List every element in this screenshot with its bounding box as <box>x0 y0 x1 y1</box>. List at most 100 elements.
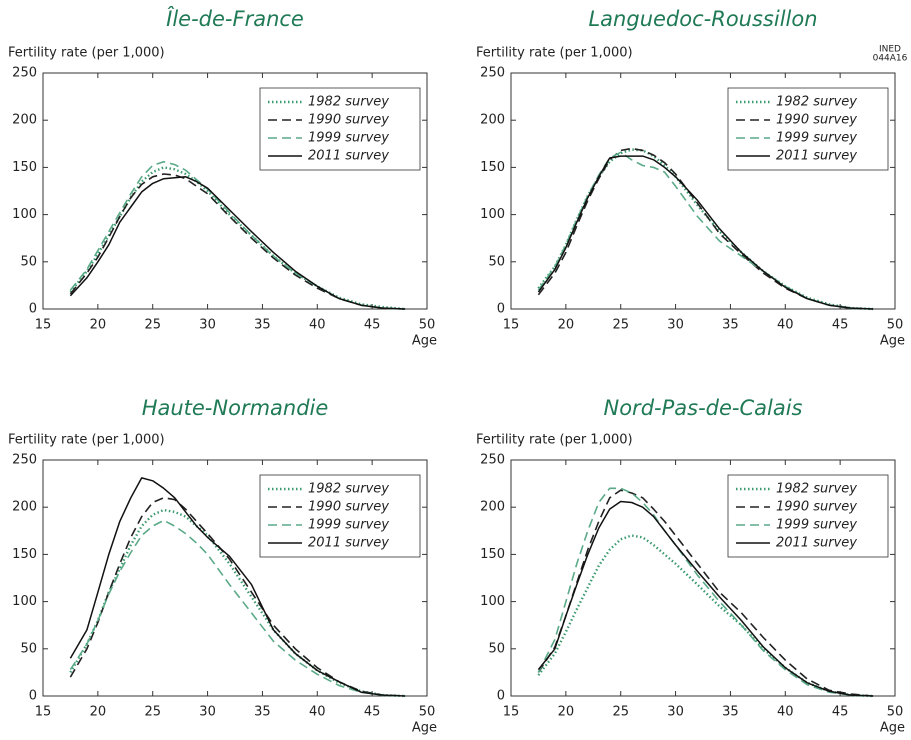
series-line <box>69 166 406 311</box>
series-line <box>537 147 874 310</box>
x-tick-label: 15 <box>35 705 52 720</box>
legend-label: 1999 survey <box>776 518 857 533</box>
legend-label: 1982 survey <box>308 95 389 110</box>
y-axis-label: Fertility rate (per 1,000) <box>8 46 165 61</box>
legend-label: 2011 survey <box>308 536 389 551</box>
y-tick-label: 0 <box>497 302 505 317</box>
y-tick-label: 200 <box>12 113 37 128</box>
y-tick-label: 100 <box>480 207 505 222</box>
x-tick-label: 15 <box>35 318 52 333</box>
y-tick-label: 200 <box>12 500 37 515</box>
x-tick-label: 20 <box>558 318 575 333</box>
legend-label: 1982 survey <box>308 482 389 497</box>
y-tick-label: 50 <box>488 254 505 269</box>
y-tick-label: 250 <box>480 453 505 468</box>
x-tick-label: 35 <box>254 318 271 333</box>
x-tick-label: 40 <box>309 705 326 720</box>
y-tick-label: 100 <box>480 594 505 609</box>
x-tick-label: 20 <box>558 705 575 720</box>
x-tick-label: 50 <box>887 318 904 333</box>
x-tick-label: 20 <box>90 705 107 720</box>
x-axis-label: Age <box>412 334 437 349</box>
x-tick-label: 30 <box>667 705 684 720</box>
series-line <box>537 487 874 697</box>
x-tick-label: 15 <box>503 705 520 720</box>
series-line <box>69 508 406 698</box>
y-tick-label: 50 <box>20 254 37 269</box>
legend-label: 1999 survey <box>776 131 857 146</box>
y-tick-label: 250 <box>480 66 505 81</box>
y-tick-label: 0 <box>29 302 37 317</box>
x-tick-label: 40 <box>309 318 326 333</box>
series-line <box>69 497 406 697</box>
x-tick-label: 25 <box>144 705 161 720</box>
series-line <box>69 160 406 310</box>
x-tick-label: 30 <box>199 705 216 720</box>
chart-title: Languedoc-Roussillon <box>588 7 817 31</box>
y-tick-label: 0 <box>497 689 505 704</box>
y-tick-label: 150 <box>480 547 505 562</box>
x-tick-label: 15 <box>503 318 520 333</box>
series-line <box>537 500 874 697</box>
x-tick-label: 50 <box>419 705 436 720</box>
x-tick-label: 25 <box>612 318 629 333</box>
y-axis-label: Fertility rate (per 1,000) <box>476 46 633 61</box>
x-tick-label: 45 <box>832 705 849 720</box>
y-tick-label: 100 <box>12 594 37 609</box>
series-line <box>69 477 406 697</box>
x-tick-label: 50 <box>419 318 436 333</box>
legend-label: 1990 survey <box>776 113 857 128</box>
y-tick-label: 150 <box>12 547 37 562</box>
y-tick-label: 0 <box>29 689 37 704</box>
x-tick-label: 40 <box>777 318 794 333</box>
series-line <box>537 489 874 697</box>
y-axis-label: Fertility rate (per 1,000) <box>8 433 165 448</box>
chart-title: Nord-Pas-de-Calais <box>604 396 803 420</box>
plot-frame <box>42 459 428 697</box>
y-tick-label: 200 <box>480 113 505 128</box>
legend-label: 1982 survey <box>776 95 857 110</box>
x-tick-label: 45 <box>364 705 381 720</box>
y-tick-label: 250 <box>12 453 37 468</box>
legend-label: 1990 survey <box>776 500 857 515</box>
legend-label: 1999 survey <box>308 131 389 146</box>
series-line <box>69 176 406 310</box>
legend-label: 1982 survey <box>776 482 857 497</box>
x-axis-label: Age <box>412 721 437 736</box>
x-tick-label: 50 <box>887 705 904 720</box>
plot-frame <box>510 459 896 697</box>
x-tick-label: 35 <box>722 705 739 720</box>
x-tick-label: 35 <box>254 705 271 720</box>
chart-title: Île-de-France <box>166 6 304 31</box>
y-tick-label: 50 <box>20 641 37 656</box>
x-tick-label: 35 <box>722 318 739 333</box>
x-tick-label: 25 <box>612 705 629 720</box>
x-tick-label: 45 <box>364 318 381 333</box>
plot-frame <box>42 72 428 310</box>
x-tick-label: 45 <box>832 318 849 333</box>
plot-frame <box>510 72 896 310</box>
chart-title: Haute-Normandie <box>142 396 329 420</box>
legend-label: 1990 survey <box>308 113 389 128</box>
note: 044A16 <box>873 54 908 64</box>
series-line <box>537 151 874 310</box>
x-tick-label: 20 <box>90 318 107 333</box>
series-line <box>69 173 406 310</box>
legend-label: 2011 survey <box>308 149 389 164</box>
y-tick-label: 100 <box>12 207 37 222</box>
y-tick-label: 150 <box>12 160 37 175</box>
x-tick-label: 30 <box>667 318 684 333</box>
x-tick-label: 30 <box>199 318 216 333</box>
x-tick-label: 25 <box>144 318 161 333</box>
legend-label: 2011 survey <box>776 536 857 551</box>
x-axis-label: Age <box>880 334 905 349</box>
y-axis-label: Fertility rate (per 1,000) <box>476 433 633 448</box>
x-axis-label: Age <box>880 721 905 736</box>
series-line <box>537 148 874 311</box>
y-tick-label: 250 <box>12 66 37 81</box>
series-line <box>537 534 874 698</box>
series-line <box>537 155 874 310</box>
legend-label: 1999 survey <box>308 518 389 533</box>
y-tick-label: 200 <box>480 500 505 515</box>
